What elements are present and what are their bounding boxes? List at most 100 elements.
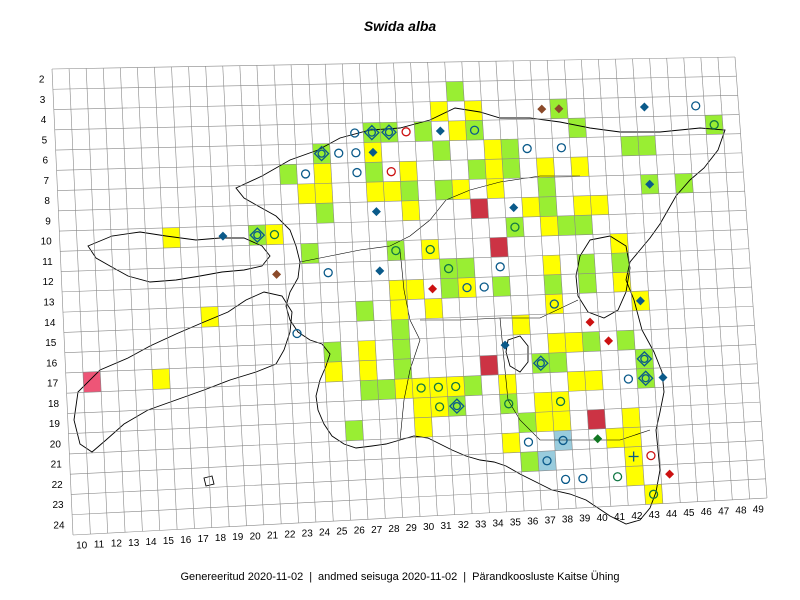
marker-blue-circle	[334, 148, 344, 158]
grid-cell-yellow	[511, 314, 531, 335]
grid-cell-yellow	[457, 277, 477, 298]
marker-red-diamond	[665, 469, 675, 479]
grid-line-horizontal	[55, 133, 741, 151]
col-label: 25	[336, 527, 348, 538]
marker-diamond-outline	[249, 227, 266, 244]
grid-cell-green	[574, 215, 593, 236]
marker-blue-circle	[300, 169, 311, 179]
row-label: 16	[46, 358, 58, 369]
map-title: Swida alba	[363, 18, 437, 34]
grid-line-vertical	[154, 67, 178, 530]
grid-cell-green	[439, 258, 458, 279]
grid-cell-green	[445, 81, 465, 102]
grid-cell-green	[364, 162, 384, 183]
grid-line-vertical	[273, 65, 299, 523]
marker-blue-diamond	[368, 147, 378, 157]
col-label: 28	[388, 524, 400, 535]
grid-line-vertical	[239, 65, 265, 525]
grid-cell-yellow	[448, 120, 467, 141]
grid-line-vertical	[598, 59, 629, 506]
grid-line-vertical	[137, 67, 161, 531]
grid-cell-green	[248, 224, 267, 246]
grid-cell-green	[520, 451, 539, 472]
grid-layer	[51, 56, 768, 536]
grid-cell-yellow	[390, 299, 409, 320]
grid-cell-green	[505, 217, 525, 238]
grid-cell-green	[414, 121, 433, 142]
grid-cell-yellow	[388, 279, 408, 301]
marker-blue-diamond	[371, 207, 381, 217]
grid-cell-green	[432, 140, 451, 161]
marker-blue-circle	[479, 282, 489, 292]
row-label: 21	[51, 460, 63, 471]
grid-cell-yellow	[314, 183, 333, 204]
marker-blue-circle	[452, 401, 462, 411]
col-label: 11	[94, 540, 105, 551]
grid-cell-green	[568, 117, 587, 138]
col-label: 40	[597, 513, 609, 524]
col-labels: 10 11 12 13 14 15 16 17 18 19 20 21 22 23 24 25 26 27 28 29…	[76, 504, 764, 551]
col-label: 19	[232, 532, 244, 543]
grid-cell-green	[635, 348, 654, 369]
marker-brown-diamond	[272, 269, 282, 279]
grid-cell-yellow	[483, 139, 503, 160]
marker-blue-circle	[542, 456, 552, 466]
marker-red-circle	[401, 127, 411, 137]
col-label: 13	[128, 538, 140, 549]
grid-cell-green	[611, 252, 630, 273]
grid-cell-green	[393, 358, 412, 380]
marker-blue-diamond	[375, 266, 385, 276]
marker-brown-diamond	[554, 104, 564, 114]
grid-cell-yellow	[590, 195, 609, 216]
grid-line-horizontal	[62, 286, 752, 313]
grid-cell-yellow	[534, 392, 553, 413]
marker-blue-circle	[323, 268, 333, 278]
grid-line-vertical	[324, 64, 351, 521]
grid-cell-yellow	[265, 224, 284, 245]
grid-cell-green	[345, 420, 364, 441]
col-label: 48	[735, 505, 747, 516]
marker-blue-circle	[560, 474, 571, 485]
grid-cell-yellow	[621, 407, 641, 428]
marker-brown-diamond	[537, 104, 547, 114]
marker-blue-circle	[558, 435, 568, 446]
marker-diamond-outline	[381, 124, 397, 141]
grid-line-horizontal	[67, 382, 759, 414]
coastline-saaremaa	[73, 291, 293, 453]
markers-layer	[218, 101, 719, 499]
grid-cell-green	[440, 278, 459, 299]
grid-line-vertical	[700, 57, 733, 500]
marker-red-circle	[646, 450, 656, 461]
grid-cell-green	[355, 300, 375, 322]
grid-line-horizontal	[53, 95, 738, 110]
grid-cell-yellow	[536, 157, 555, 178]
grid-cell-green	[500, 139, 520, 159]
marker-blue-circle	[253, 230, 262, 240]
col-label: 41	[614, 512, 626, 523]
grid-line-vertical	[495, 61, 525, 511]
marker-diamond-outline	[313, 145, 330, 162]
grid-line-horizontal	[52, 75, 737, 90]
marker-green-circle	[434, 402, 445, 412]
row-label: 19	[49, 419, 61, 430]
col-label: 21	[267, 530, 279, 541]
col-label: 37	[545, 516, 557, 527]
marker-green-circle	[443, 263, 454, 274]
marker-blue-circle	[556, 143, 567, 153]
grid-line-horizontal	[65, 344, 756, 374]
grid-cell-yellow	[406, 279, 425, 300]
grid-line-vertical	[393, 62, 421, 517]
col-label: 10	[76, 541, 88, 552]
col-label: 16	[180, 535, 192, 546]
grid-cell-yellow	[411, 377, 431, 399]
grid-cell-green	[391, 319, 410, 340]
grid-line-vertical	[546, 60, 577, 509]
footer-data-state: andmed seisuga 2020-11-02	[318, 571, 458, 583]
marker-blue-circle	[641, 374, 650, 383]
marker-blue-circle	[384, 128, 394, 137]
grid-cell-pink	[82, 371, 102, 393]
grid-line-vertical	[683, 57, 716, 501]
col-label: 26	[354, 526, 366, 537]
grid-cell-green	[360, 379, 379, 401]
